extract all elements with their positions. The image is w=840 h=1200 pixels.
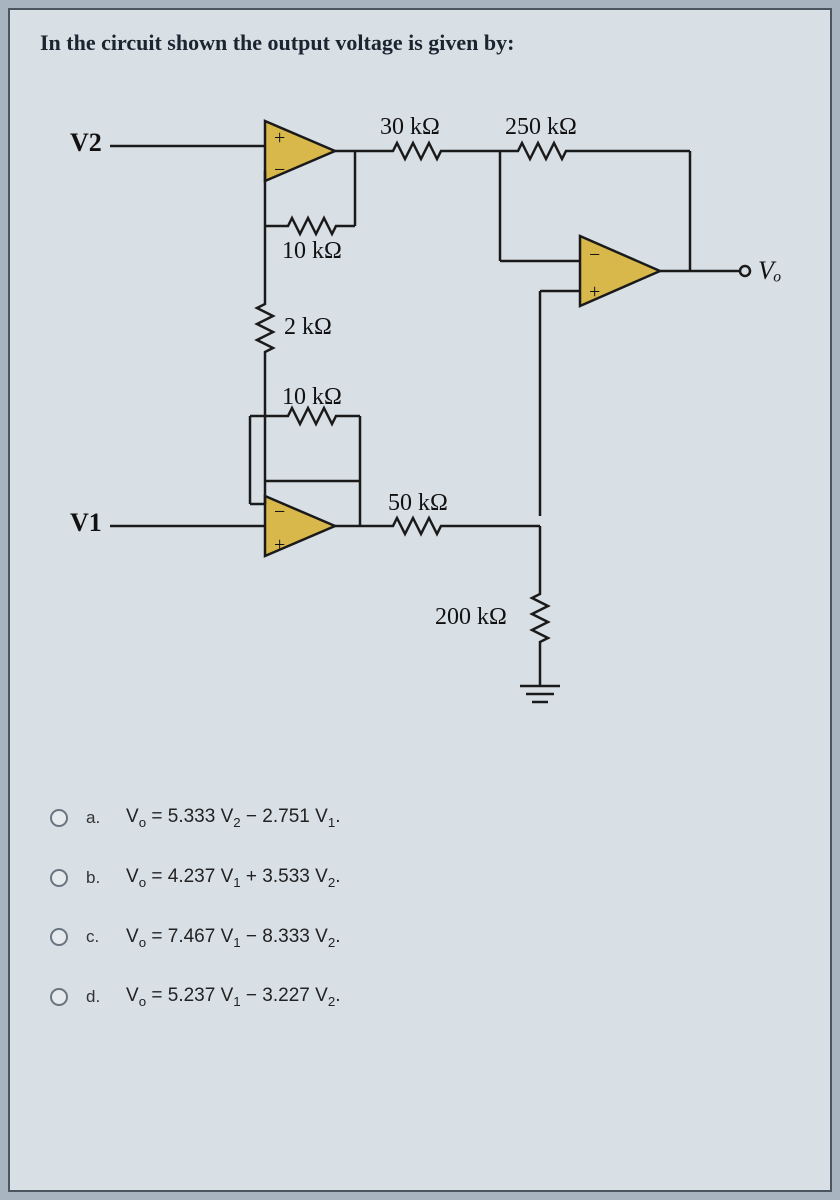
label-r-200k: 200 kΩ xyxy=(435,604,507,631)
label-r-30k: 30 kΩ xyxy=(380,114,440,141)
svg-text:−: − xyxy=(274,159,285,181)
option-c[interactable]: c. Vo = 7.467 V1 − 8.333 V2. xyxy=(50,926,800,950)
circuit-diagram: + − xyxy=(40,86,800,766)
option-letter: d. xyxy=(86,987,108,1007)
question-text: In the circuit shown the output voltage … xyxy=(40,30,800,56)
radio-icon[interactable] xyxy=(50,928,68,946)
option-d[interactable]: d. Vo = 5.237 V1 − 3.227 V2. xyxy=(50,985,800,1009)
label-r-250k: 250 kΩ xyxy=(505,114,577,141)
option-b[interactable]: b. Vo = 4.237 V1 + 3.533 V2. xyxy=(50,866,800,890)
option-text: Vo = 4.237 V1 + 3.533 V2. xyxy=(126,866,341,890)
svg-text:+: + xyxy=(274,534,285,556)
option-letter: b. xyxy=(86,868,108,888)
answer-options: a. Vo = 5.333 V2 − 2.751 V1. b. Vo = 4.2… xyxy=(40,806,800,1009)
svg-text:−: − xyxy=(274,501,285,523)
label-r-2k: 2 kΩ xyxy=(284,314,332,341)
label-r-50k: 50 kΩ xyxy=(388,490,448,517)
label-r-mid10k: 10 kΩ xyxy=(282,384,342,411)
option-a[interactable]: a. Vo = 5.333 V2 − 2.751 V1. xyxy=(50,806,800,830)
svg-text:−: − xyxy=(589,244,600,266)
label-v1: V1 xyxy=(70,508,102,538)
radio-icon[interactable] xyxy=(50,809,68,827)
radio-icon[interactable] xyxy=(50,988,68,1006)
label-vo: Vₒ xyxy=(758,256,781,286)
radio-icon[interactable] xyxy=(50,869,68,887)
label-v2: V2 xyxy=(70,128,102,158)
svg-text:+: + xyxy=(274,127,285,149)
option-text: Vo = 5.333 V2 − 2.751 V1. xyxy=(126,806,341,830)
option-text: Vo = 7.467 V1 − 8.333 V2. xyxy=(126,926,341,950)
label-r-fb10k: 10 kΩ xyxy=(282,238,342,265)
svg-text:+: + xyxy=(589,281,600,303)
option-letter: c. xyxy=(86,927,108,947)
option-letter: a. xyxy=(86,808,108,828)
option-text: Vo = 5.237 V1 − 3.227 V2. xyxy=(126,985,341,1009)
